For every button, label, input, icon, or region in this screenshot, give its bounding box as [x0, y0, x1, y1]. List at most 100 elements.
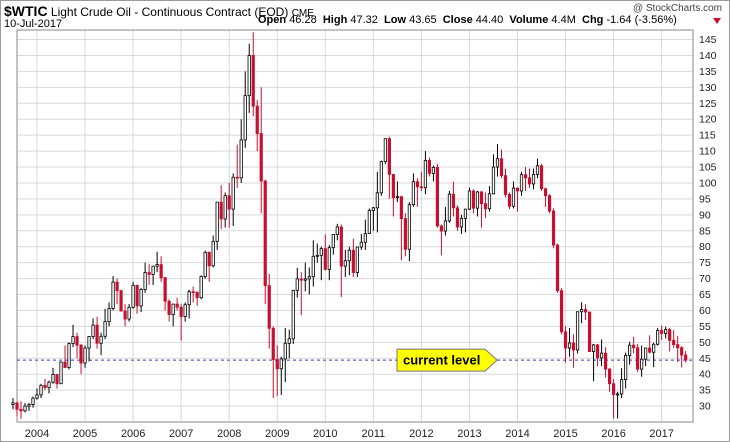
candle-body	[299, 278, 303, 281]
candle	[491, 154, 496, 195]
candle	[628, 341, 632, 365]
candle-body	[599, 352, 604, 359]
candle-body	[640, 358, 644, 370]
candle-body	[656, 330, 660, 345]
x-tick-label: 2016	[601, 428, 625, 440]
y-tick-label: 115	[699, 130, 716, 142]
candle-body	[183, 304, 187, 317]
candle	[127, 304, 131, 322]
candle-body	[19, 408, 23, 412]
candle-body	[607, 368, 612, 385]
candle-body	[255, 105, 259, 134]
candle-body	[351, 249, 355, 273]
candle	[339, 224, 343, 298]
candle	[35, 388, 39, 400]
candle	[555, 243, 560, 293]
candle	[131, 281, 135, 309]
candle	[395, 181, 399, 203]
high-value: 47.32	[350, 14, 378, 26]
candle-body	[311, 255, 315, 278]
candle-body	[287, 338, 291, 344]
candle	[123, 304, 127, 327]
candle-body	[491, 166, 496, 195]
candle-body	[603, 352, 608, 370]
candle	[684, 350, 688, 363]
candle	[143, 262, 147, 293]
candle-body	[323, 248, 327, 270]
x-tick-label: 2008	[217, 428, 241, 440]
candle-body	[223, 195, 227, 220]
y-tick-label: 85	[699, 225, 711, 237]
candle-body	[275, 359, 279, 370]
candle	[668, 327, 672, 352]
candle	[523, 167, 528, 191]
candle-body	[55, 374, 59, 385]
candle	[543, 187, 548, 207]
candle-body	[243, 95, 247, 141]
candle	[231, 173, 235, 226]
candle	[159, 256, 163, 282]
candle-body	[283, 342, 287, 360]
candle-body	[499, 158, 504, 177]
candle	[399, 195, 403, 261]
candle-body	[319, 248, 323, 256]
candle-body	[459, 217, 464, 228]
candle-body	[399, 196, 403, 220]
candle	[319, 246, 323, 281]
x-tick-label: 2004	[25, 428, 49, 440]
candle-body	[67, 343, 71, 368]
candle	[459, 214, 464, 234]
candle-body	[660, 330, 664, 334]
candle	[471, 189, 476, 214]
candle	[583, 304, 588, 321]
candle-body	[535, 165, 540, 175]
candle-body	[431, 166, 436, 174]
candle-body	[335, 226, 339, 236]
candle-body	[503, 175, 508, 195]
candle-body	[471, 190, 476, 209]
candle-body	[628, 344, 632, 356]
y-tick-label: 135	[699, 66, 717, 78]
candle	[155, 251, 159, 273]
candle-body	[203, 252, 207, 277]
candle	[640, 345, 644, 377]
candle	[407, 202, 411, 262]
candle	[207, 251, 211, 282]
candle	[163, 276, 167, 311]
contract-title: Light Crude Oil - Continuous Contract (E…	[50, 5, 289, 19]
candle	[263, 179, 267, 305]
candle	[447, 190, 452, 223]
candle-body	[519, 174, 524, 192]
candle-body	[668, 329, 672, 341]
candle	[644, 347, 648, 367]
candle	[291, 289, 295, 344]
candle	[599, 339, 604, 367]
candle-body	[419, 186, 424, 189]
candle-body	[591, 344, 596, 352]
candle-body	[367, 209, 371, 235]
candle	[267, 273, 271, 349]
candle-body	[624, 354, 628, 381]
candle	[551, 208, 556, 249]
candle-body	[571, 342, 576, 351]
candle-body	[684, 354, 688, 361]
candle-body	[27, 404, 31, 407]
candle	[295, 267, 299, 298]
candle	[519, 171, 524, 196]
candle-body	[139, 289, 143, 307]
candle	[463, 208, 468, 233]
candle-body	[595, 344, 600, 359]
candle	[624, 352, 628, 389]
candle	[475, 190, 480, 217]
candle-body	[439, 225, 444, 232]
candle-body	[527, 177, 532, 185]
candle	[415, 178, 419, 207]
candle-body	[215, 201, 219, 242]
candle-body	[644, 347, 648, 360]
candle-body	[135, 284, 139, 307]
candle	[571, 334, 576, 368]
candle-body	[523, 174, 528, 179]
candle	[680, 345, 684, 368]
candle	[503, 168, 508, 198]
candle	[451, 181, 456, 217]
